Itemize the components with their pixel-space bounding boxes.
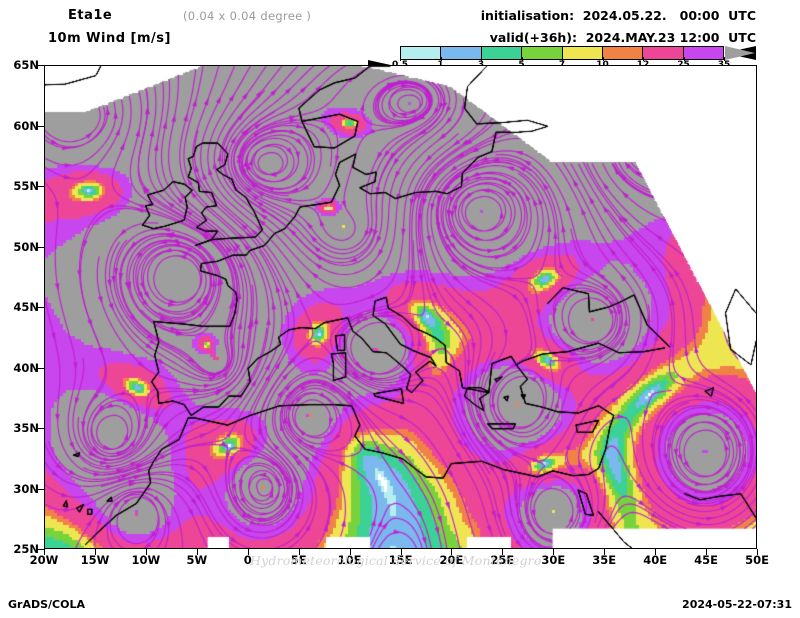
x-axis-label: 0 xyxy=(243,553,252,567)
colorbar-bin-5 xyxy=(602,47,644,59)
x-axis-label: 50E xyxy=(745,553,769,567)
watermark-text: Hydrometeorological Service of Montenegr… xyxy=(250,553,542,568)
y-axis-label: 65N xyxy=(13,58,39,72)
footer-credit: GrADS/COLA xyxy=(8,598,85,611)
model-name: Eta1e xyxy=(68,8,113,23)
footer-timestamp: 2024-05-22-07:31 xyxy=(682,598,792,611)
x-axis-label: 45E xyxy=(694,553,718,567)
x-axis-tick xyxy=(145,549,147,555)
x-axis-tick xyxy=(400,549,402,555)
x-axis-tick xyxy=(604,549,606,555)
y-axis-label: 45N xyxy=(13,300,39,314)
map-canvas xyxy=(45,66,756,548)
colorbar-bin-1 xyxy=(441,47,482,59)
colorbar-tick-mark xyxy=(683,57,685,61)
colorbar-under-arrow xyxy=(369,46,399,60)
valid-time: valid(+36h): 2024.MAY.23 12:00 UTC xyxy=(489,30,756,45)
colorbar-tick-mark xyxy=(481,57,482,61)
x-axis-label: 35E xyxy=(592,553,617,567)
y-axis-label: 40N xyxy=(13,360,39,375)
x-axis-label: 25E xyxy=(490,553,515,567)
x-axis-label: 15W xyxy=(80,553,110,567)
y-axis-tick xyxy=(38,549,44,550)
x-axis-tick xyxy=(757,549,758,555)
colorbar-swatches xyxy=(400,46,724,60)
y-axis-tick xyxy=(38,186,44,187)
colorbar-bin-6 xyxy=(643,47,684,59)
y-axis-label: 35N xyxy=(13,421,39,435)
y-axis-tick xyxy=(38,65,44,66)
y-axis-tick xyxy=(38,367,44,369)
x-axis-tick xyxy=(502,549,504,555)
initialisation-time: initialisation: 2024.05.22. 00:00 UTC xyxy=(480,8,756,23)
y-axis-label: 60N xyxy=(13,118,39,133)
x-axis-label: 5W xyxy=(186,553,208,567)
x-axis-label: 20W xyxy=(29,553,59,567)
colorbar-bin-7 xyxy=(683,47,723,59)
colorbar-tick-mark xyxy=(724,57,725,61)
model-resolution: (0.04 x 0.04 degree ) xyxy=(183,9,312,23)
colorbar-tick-mark xyxy=(643,57,644,61)
x-axis-tick xyxy=(349,549,351,555)
colorbar-tick-mark xyxy=(521,57,523,61)
x-axis-label: 10W xyxy=(131,553,161,567)
y-axis-label: 50N xyxy=(13,239,39,254)
wind-speed-map[interactable] xyxy=(44,65,757,549)
x-axis-tick xyxy=(298,549,300,555)
colorbar-tick-mark xyxy=(440,57,442,61)
colorbar-bin-3 xyxy=(522,47,563,59)
x-axis-label: 10E xyxy=(337,553,362,567)
y-axis-tick xyxy=(38,428,44,429)
y-axis-label: 55N xyxy=(13,179,39,193)
x-axis-label: 15E xyxy=(388,553,413,567)
x-axis-tick xyxy=(706,549,708,555)
colorbar-bin-2 xyxy=(481,47,523,59)
x-axis-tick xyxy=(196,549,198,555)
y-axis-label: 30N xyxy=(13,481,39,496)
colorbar-tick-mark xyxy=(400,57,401,61)
colorbar-over-arrow xyxy=(725,46,755,60)
y-axis-tick xyxy=(38,246,44,248)
y-axis-tick xyxy=(38,307,44,308)
x-axis-label: 30E xyxy=(541,553,566,567)
y-axis-tick xyxy=(38,125,44,127)
x-axis-label: 20E xyxy=(439,553,464,567)
y-axis-label: 25N xyxy=(13,542,39,556)
colorbar-tick-mark xyxy=(562,57,563,61)
x-axis-label: 40E xyxy=(643,553,668,567)
x-axis-tick xyxy=(655,549,657,555)
variable-label: 10m Wind [m/s] xyxy=(48,31,171,46)
x-axis-tick xyxy=(553,549,555,555)
colorbar-tick-mark xyxy=(602,57,604,61)
x-axis-label: 5E xyxy=(290,553,307,567)
colorbar-bin-4 xyxy=(562,47,603,59)
x-axis-tick xyxy=(44,549,45,555)
x-axis-tick xyxy=(451,549,453,555)
colorbar-bin-0 xyxy=(401,47,442,59)
x-axis-tick xyxy=(247,549,249,555)
y-axis-tick xyxy=(38,488,44,490)
x-axis-tick xyxy=(94,549,96,555)
